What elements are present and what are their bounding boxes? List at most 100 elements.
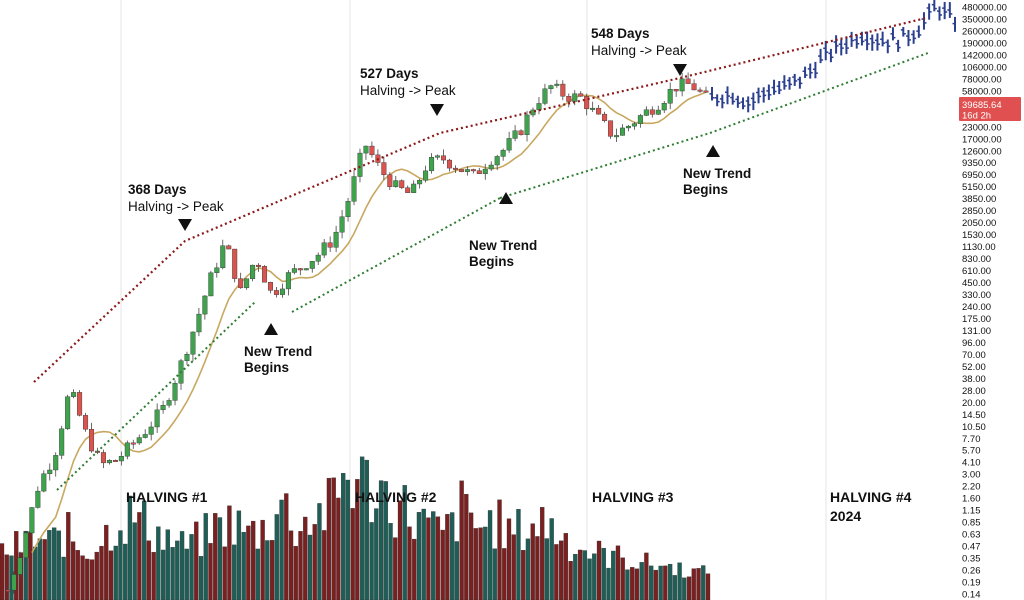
volume-bar <box>449 512 455 600</box>
moving-average-line <box>31 91 707 553</box>
y-tick-label: 131.00 <box>962 326 991 337</box>
candle <box>441 149 447 165</box>
candle <box>345 197 351 222</box>
candle <box>417 178 423 189</box>
candle <box>321 239 327 259</box>
candle-body <box>458 169 464 172</box>
volume-bar <box>620 557 625 600</box>
candle-body <box>405 187 411 193</box>
candle <box>71 389 77 399</box>
candle <box>41 470 47 493</box>
volume-bar <box>648 565 654 600</box>
candle-body <box>232 248 238 279</box>
volume-bar <box>701 565 706 600</box>
volume-bar <box>4 554 9 600</box>
volume-bar <box>156 526 161 600</box>
projection-candle <box>730 92 736 105</box>
candle <box>584 93 590 116</box>
volume-bar <box>483 526 488 600</box>
volume-bar <box>42 539 47 600</box>
projection-candle <box>802 66 808 78</box>
volume-bar <box>175 540 180 600</box>
y-tick-label: 78000.00 <box>962 74 1002 85</box>
volume-bar <box>279 499 284 600</box>
candle <box>53 452 59 477</box>
volume-bar <box>213 513 218 600</box>
candle <box>17 551 23 579</box>
projection-candle <box>921 12 927 30</box>
candle-body <box>441 155 447 161</box>
candle <box>667 82 673 110</box>
candle-body <box>172 382 178 401</box>
volume-bar <box>146 540 152 600</box>
candle <box>619 124 625 136</box>
volume-bar <box>94 551 99 600</box>
volume-bar <box>634 568 640 600</box>
projection-candle <box>869 34 875 51</box>
y-tick-label: 1.60 <box>962 494 981 505</box>
candle-body <box>238 278 244 289</box>
candle-body <box>118 456 124 462</box>
candle <box>89 422 95 453</box>
candle <box>494 154 500 171</box>
candle <box>703 86 709 93</box>
candle-body <box>262 266 268 283</box>
candle-body <box>602 113 608 121</box>
candle <box>202 295 208 320</box>
candle-body <box>250 264 256 279</box>
volume-bar <box>127 495 133 600</box>
candle <box>614 128 620 143</box>
candle-body <box>136 437 142 444</box>
candle <box>560 80 566 101</box>
candle-body <box>423 170 429 181</box>
peak-caption: Halving -> Peak <box>591 43 687 58</box>
volume-bar <box>577 549 583 600</box>
volume-bar <box>293 546 298 600</box>
y-tick-label: 14.50 <box>962 410 986 421</box>
candle-body <box>309 261 315 269</box>
y-tick-label: 3850.00 <box>962 194 996 205</box>
peak-days-label: 527 Days <box>360 66 419 81</box>
candle-body <box>554 83 560 86</box>
candle <box>351 170 357 206</box>
projection-candle <box>854 34 860 49</box>
y-tick-label: 17000.00 <box>962 134 1002 145</box>
candle <box>214 262 220 278</box>
projection-candle <box>761 87 767 103</box>
candle-body <box>100 452 106 464</box>
candle-body <box>393 180 399 187</box>
volume-bar <box>667 563 673 600</box>
candle <box>566 93 572 108</box>
candle <box>536 97 542 115</box>
candle <box>518 129 524 136</box>
volume-bar <box>284 493 289 600</box>
candle <box>637 113 643 128</box>
candle <box>118 451 124 466</box>
candle <box>250 264 256 282</box>
projection-candle <box>942 1 948 20</box>
projection-candle <box>833 35 839 54</box>
projection-candle <box>818 48 824 64</box>
candle <box>148 421 154 441</box>
projection-candle <box>781 75 787 90</box>
projection-candle <box>745 96 751 113</box>
y-tick-label: 0.85 <box>962 518 981 529</box>
candle <box>655 105 661 116</box>
candle-body <box>619 127 625 136</box>
volume-bar <box>208 543 213 600</box>
candle <box>578 91 584 97</box>
candle-body <box>578 93 584 97</box>
candle <box>256 263 262 272</box>
candle <box>47 463 53 481</box>
candle <box>232 248 238 283</box>
volume-bar <box>663 565 668 600</box>
y-tick-label: 240.00 <box>962 302 991 313</box>
candle <box>106 459 112 465</box>
volume-bar <box>407 526 412 600</box>
volume-bar <box>554 544 559 600</box>
y-tick-label: 610.00 <box>962 266 991 277</box>
volume-bar <box>573 553 578 600</box>
y-tick-label: 20.00 <box>962 398 986 409</box>
projection-candle <box>864 31 870 51</box>
projection-candle <box>714 94 720 107</box>
